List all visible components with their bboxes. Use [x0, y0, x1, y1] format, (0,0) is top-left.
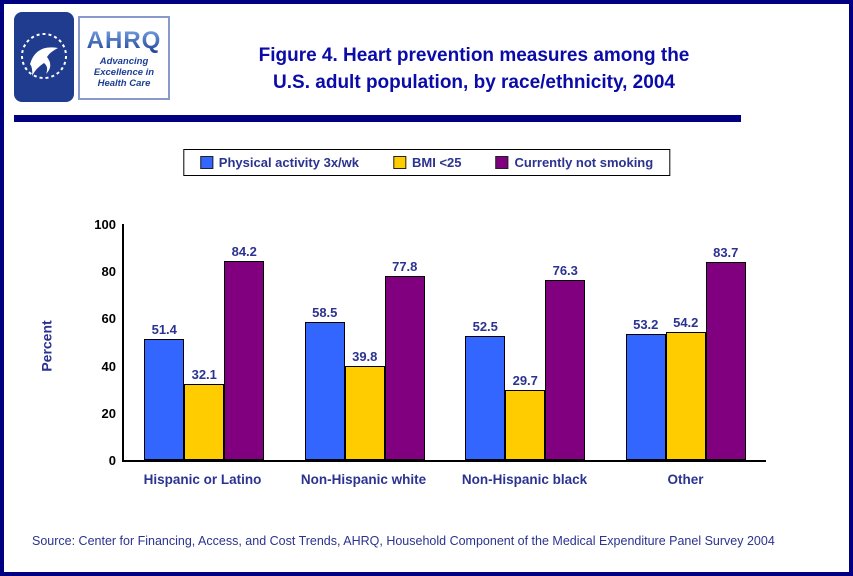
legend-label: Currently not smoking	[514, 155, 654, 170]
page-title-line2: U.S. adult population, by race/ethnicity…	[273, 72, 675, 93]
bar: 76.3	[545, 263, 586, 460]
page-title-line1: Figure 4. Heart prevention measures amon…	[258, 45, 690, 66]
bar-value-label: 32.1	[191, 367, 217, 383]
bar-group: 52.5 29.7 76.3	[445, 224, 606, 460]
legend-item: BMI <25	[393, 155, 462, 170]
bar: 29.7	[505, 373, 546, 460]
bar-value-label: 53.2	[633, 317, 659, 333]
bar-value-label: 76.3	[552, 262, 578, 278]
hhs-eagle-icon	[21, 33, 67, 79]
source-text: Source: Center for Financing, Access, an…	[32, 534, 775, 548]
category-label: Non-Hispanic black	[461, 472, 588, 487]
ahrq-tagline-line2: Excellence in	[93, 66, 155, 78]
bar-group: 53.2 54.2 83.7	[606, 224, 767, 460]
ahrq-logo-tagline: Advancing Excellence in Health Care	[94, 56, 154, 89]
bar: 39.8	[344, 349, 385, 460]
plot-area: 51.4 32.1 84.2 58.5 39.8 77.8 52.5 29.7 76.3 53.2…	[122, 224, 766, 462]
bar: 54.2	[665, 315, 706, 460]
category-label: Other	[667, 472, 704, 487]
bar: 53.2	[625, 317, 666, 460]
bar-value-label: 39.8	[352, 349, 378, 365]
y-tick-label: 20	[101, 405, 116, 421]
bar-value-label: 51.4	[151, 321, 177, 337]
category-label: Non-Hispanic white	[300, 472, 427, 487]
legend-swatch	[393, 156, 407, 169]
ahrq-tagline-line3: Health Care	[97, 77, 151, 89]
ahrq-logo-word: AHRQ	[86, 26, 162, 54]
bar: 58.5	[304, 305, 345, 460]
y-axis-title: Percent	[34, 232, 60, 460]
bar: 84.2	[224, 244, 265, 460]
bar-value-label: 84.2	[231, 244, 257, 260]
legend-item: Currently not smoking	[495, 155, 654, 170]
bar: 51.4	[144, 322, 185, 460]
category-label: Hispanic or Latino	[143, 472, 262, 487]
chart-legend: Physical activity 3x/wk BMI <25 Currently …	[182, 149, 671, 176]
ahrq-logo: AHRQ Advancing Excellence in Health Care	[78, 16, 170, 100]
y-tick-label: 100	[94, 217, 116, 232]
bar-value-label: 58.5	[312, 304, 338, 320]
legend-label: BMI <25	[412, 155, 462, 170]
y-tick-label: 0	[108, 453, 116, 468]
bar-value-label: 77.8	[392, 259, 418, 275]
bar-value-label: 54.2	[673, 315, 699, 331]
y-tick-label: 40	[101, 358, 116, 374]
bar-value-label: 52.5	[472, 319, 498, 335]
hhs-logo	[14, 12, 74, 102]
header-divider	[14, 115, 741, 122]
y-axis: 0 20 40 60 80 100	[74, 217, 116, 468]
category-axis: Hispanic or Latino Non-Hispanic white Non-…	[122, 472, 766, 487]
legend-item: Physical activity 3x/wk	[199, 155, 360, 170]
bar: 77.8	[384, 259, 425, 460]
bar-group: 58.5 39.8 77.8	[285, 224, 446, 460]
ahrq-tagline-line1: Advancing	[99, 55, 149, 67]
page-title: Figure 4. Heart prevention measures amon…	[194, 42, 754, 96]
legend-label: Physical activity 3x/wk	[218, 155, 360, 170]
bar: 32.1	[184, 367, 225, 460]
y-axis-title-text: Percent	[39, 320, 56, 372]
bar-value-label: 29.7	[512, 372, 538, 388]
bar-group: 51.4 32.1 84.2	[124, 224, 285, 460]
y-tick-label: 60	[101, 311, 116, 327]
y-tick-label: 80	[101, 264, 116, 280]
legend-swatch	[495, 156, 509, 169]
legend-swatch	[199, 156, 213, 169]
bar: 83.7	[705, 245, 746, 460]
bar-value-label: 83.7	[713, 245, 739, 261]
bar: 52.5	[465, 319, 506, 460]
